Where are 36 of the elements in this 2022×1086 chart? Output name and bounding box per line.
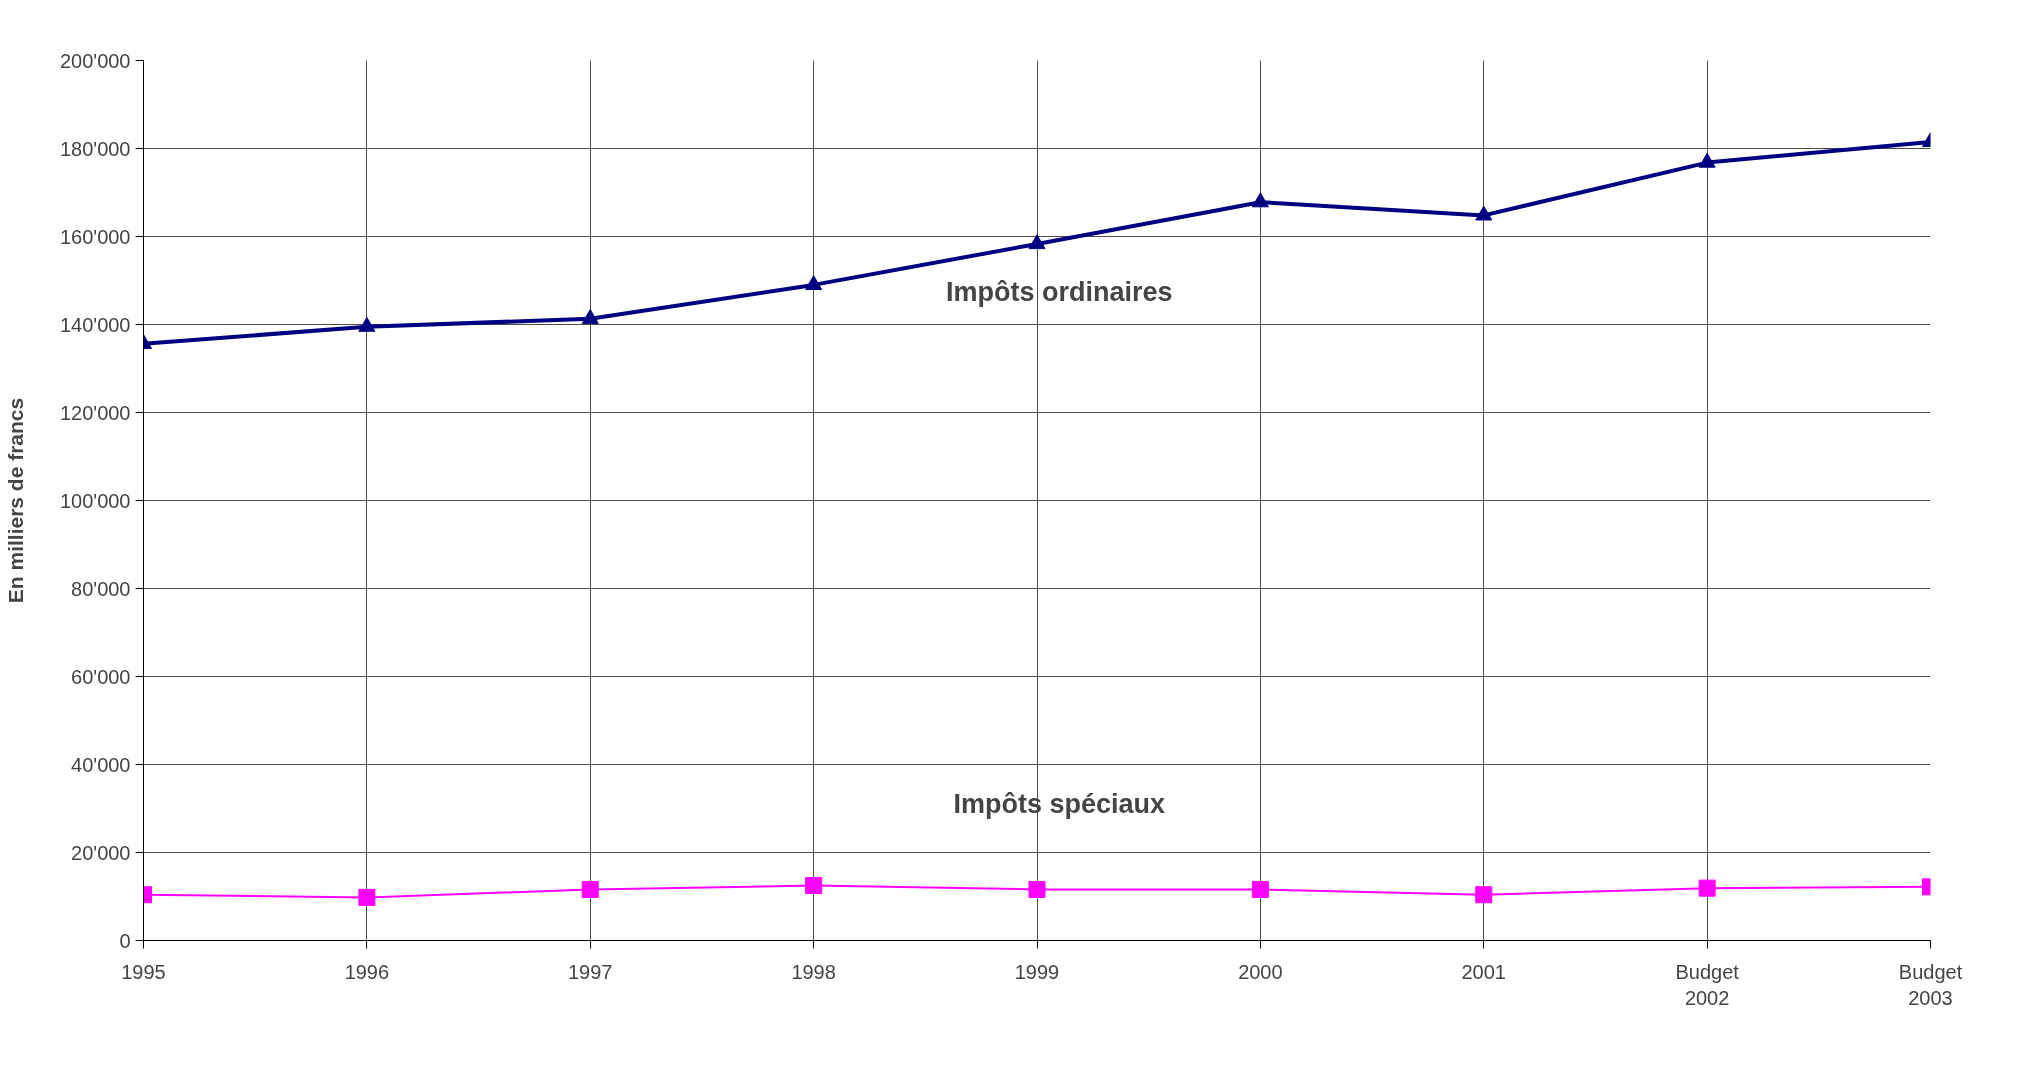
point xyxy=(805,275,823,291)
y-tick-label: 140'000 xyxy=(59,313,131,336)
point xyxy=(1475,205,1493,221)
point xyxy=(581,880,599,898)
y-tick-label: 20'000 xyxy=(71,841,131,864)
point xyxy=(805,877,823,894)
x-tick-label: 1995 xyxy=(121,960,166,983)
y-tick-label: 0 xyxy=(119,929,131,952)
y-axis-title: En milliers de francs xyxy=(3,397,27,604)
point xyxy=(581,309,599,324)
x-tick-label: Budget 2003 xyxy=(1898,960,1963,1009)
y-tick-label: 160'000 xyxy=(59,225,131,248)
point xyxy=(1028,234,1046,250)
point xyxy=(1251,880,1269,898)
series-label: Impôts ordinaires xyxy=(946,276,1173,307)
point xyxy=(1251,192,1269,208)
y-tick-label: 100'000 xyxy=(59,489,131,512)
point xyxy=(1698,879,1716,897)
y-tick-label: 180'000 xyxy=(59,137,131,160)
y-tick-label: 80'000 xyxy=(71,577,131,600)
point xyxy=(1698,152,1716,168)
point xyxy=(1475,886,1493,904)
y-tick-label: 200'000 xyxy=(59,49,131,72)
x-tick-label: 1997 xyxy=(568,960,613,983)
x-tick-label: 1998 xyxy=(791,960,836,983)
point xyxy=(1028,880,1046,898)
y-tick-label: 120'000 xyxy=(59,401,131,424)
x-tick-label: 2001 xyxy=(1461,960,1506,983)
x-tick-label: 1996 xyxy=(344,960,390,983)
x-tick-label: 2000 xyxy=(1238,960,1283,983)
point xyxy=(358,316,376,332)
y-tick-label: 40'000 xyxy=(71,753,131,776)
x-tick-label: 1999 xyxy=(1014,960,1060,983)
y-tick-label: 60'000 xyxy=(71,665,131,688)
point xyxy=(358,888,376,906)
x-tick-label: Budget 2002 xyxy=(1675,960,1740,1009)
